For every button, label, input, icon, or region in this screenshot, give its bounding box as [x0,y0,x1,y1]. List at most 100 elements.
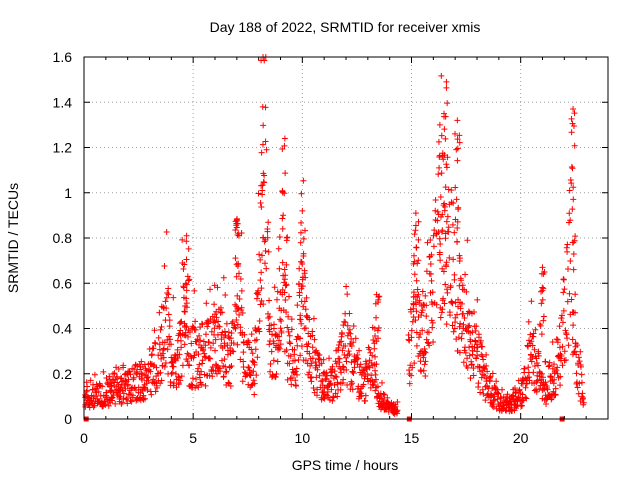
data-point [356,347,363,354]
data-point [559,319,566,326]
data-point [295,356,302,363]
data-point [170,382,177,389]
data-point [469,351,476,358]
data-point [437,240,444,247]
data-point [314,392,320,399]
data-point [564,335,571,342]
data-point [279,286,286,293]
data-point [297,335,304,342]
data-point [217,309,224,316]
data-point [448,187,455,194]
data-point [301,227,308,234]
data-point [152,340,159,347]
data-point [165,311,172,318]
data-point [279,259,286,266]
data-point [234,262,241,269]
data-point [456,255,463,262]
data-point [212,336,219,343]
data-point [178,337,185,344]
data-point [248,382,255,389]
data-point [441,126,448,133]
data-point [199,321,206,328]
data-point [350,369,357,376]
data-point [177,319,184,326]
data-point [535,362,542,369]
data-point [222,369,229,376]
data-point [493,378,500,385]
data-point [429,289,436,296]
data-point [198,320,205,327]
data-point [412,317,419,324]
data-point [447,312,454,319]
data-point [180,284,187,291]
data-point [422,373,429,380]
data-point [109,394,116,401]
data-point [553,367,560,374]
data-point [335,341,342,348]
data-point [411,231,418,238]
data-point [394,407,401,414]
data-point [228,335,235,342]
data-point [286,293,293,300]
data-point [314,366,321,373]
data-point [544,386,551,393]
data-point [343,283,350,290]
data-point [182,280,189,287]
data-point [299,283,306,290]
data-point [284,324,291,331]
data-point [110,371,117,378]
data-point [180,266,187,273]
data-point [297,239,304,246]
data-point [214,284,221,291]
data-point [286,339,293,346]
data-point [417,331,424,338]
data-point [478,374,485,381]
data-point [249,350,256,357]
data-point [440,156,447,163]
data-point [372,387,379,394]
data-point [431,227,438,234]
data-point [556,344,563,351]
data-point [495,390,502,397]
data-point [213,362,220,369]
data-point [416,299,423,306]
peak-point [233,216,240,223]
data-point [274,358,281,365]
data-point [339,347,346,354]
y-tick-label: 0.2 [53,366,73,382]
data-point [265,219,272,226]
data-point [475,334,482,341]
data-point [443,218,450,225]
data-point [429,324,436,331]
data-point [454,225,461,232]
data-point [206,339,213,346]
data-point [196,332,203,339]
data-point [130,374,137,381]
data-point [428,251,435,258]
data-point [284,234,291,241]
data-point [332,390,339,397]
data-point [574,384,581,391]
data-point [535,352,542,359]
data-point [424,339,431,346]
data-point [456,282,463,289]
data-point [560,307,567,314]
data-point [449,322,456,329]
data-point [197,337,204,344]
data-point [324,388,331,395]
data-point [280,212,287,219]
data-point [443,164,450,171]
data-point [438,309,445,316]
peak-point [570,106,577,113]
data-point [302,274,309,281]
data-point [301,267,308,274]
data-point [261,179,268,186]
data-point [483,351,490,358]
data-point [534,377,541,384]
data-point [456,139,463,146]
data-point [158,323,165,330]
data-point [550,361,557,368]
data-point [115,366,122,373]
data-point [179,236,186,243]
data-point [444,213,451,220]
